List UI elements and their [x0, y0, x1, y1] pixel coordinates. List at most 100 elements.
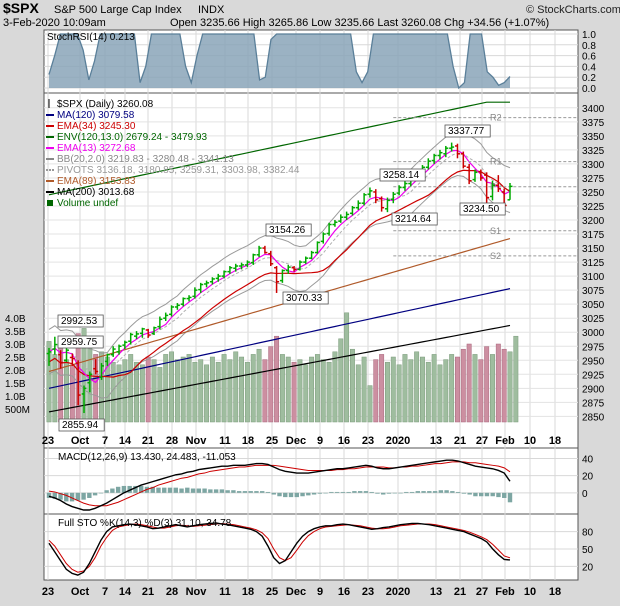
macd-histogram-bar — [271, 492, 276, 495]
macd-histogram-bar — [52, 492, 57, 499]
x-tick-label: Dec — [286, 435, 306, 447]
env-upper-line — [48, 101, 510, 196]
stochrsi-tick: 0.6 — [582, 52, 596, 63]
price-tick: 2875 — [582, 398, 605, 409]
legend-item: MA(200) 3013.68 — [57, 187, 135, 198]
pivot-label: R2 — [490, 113, 502, 123]
price-tick: 3275 — [582, 174, 605, 185]
callout-label: 3337.77 — [448, 126, 485, 137]
x-tick-label: 21 — [454, 586, 466, 598]
volume-tick: 3.0B — [5, 340, 26, 351]
macd-histogram-bar — [236, 491, 242, 493]
volume-bar — [326, 361, 332, 423]
price-tick: 3350 — [582, 132, 605, 143]
volume-bar — [279, 354, 285, 423]
x-tick-label: 7 — [102, 435, 108, 447]
volume-bar — [320, 359, 326, 423]
price-callouts: 2992.53 2959.75 2855.94 3070.33 3154.26 3258.… — [57, 124, 506, 432]
price-tick: 2925 — [582, 370, 605, 381]
ma120-line — [48, 288, 511, 389]
macd-histogram-bar — [329, 491, 334, 493]
price-tick: 3375 — [582, 118, 605, 129]
macd-histogram-bar — [81, 492, 86, 500]
volume-bar — [209, 356, 215, 423]
x-tick-label: 14 — [119, 435, 132, 447]
sto-tick: 20 — [582, 562, 594, 573]
macd-histogram-bar — [496, 492, 501, 498]
pivot-label: R1 — [490, 157, 502, 167]
volume-tick: 500M — [5, 405, 30, 416]
sto-d-line — [48, 522, 511, 573]
macd-histogram-bar — [190, 488, 196, 493]
macd-histogram-bar — [283, 492, 288, 498]
volume-bar — [69, 364, 75, 423]
price-overlays: R2R1PS1S2 — [48, 101, 578, 413]
volume-tick: 2.5B — [5, 353, 26, 364]
macd-histogram-bar — [484, 492, 490, 497]
sto-label: Full STO %K(14,3) %D(3) 31.10, 34.78 — [58, 518, 232, 529]
x-tick-label: 25 — [266, 586, 278, 598]
x-tick-label: Feb — [495, 435, 515, 447]
price-tick: 3225 — [582, 202, 605, 213]
volume-bar — [227, 359, 233, 423]
macd-histogram-bar — [317, 492, 323, 494]
callout-label: 3154.26 — [269, 225, 306, 236]
callout-label: 3070.33 — [286, 293, 323, 304]
quote-values: Open 3235.66 High 3265.86 Low 3235.66 La… — [170, 17, 549, 29]
macd-histogram-bar — [288, 492, 294, 498]
macd-histogram-bar — [167, 487, 173, 493]
macd-histogram-bar — [248, 491, 253, 493]
macd-histogram-bar — [254, 491, 259, 493]
volume-bar — [99, 351, 104, 423]
volume-bar — [163, 354, 169, 423]
volume-bar — [490, 354, 495, 423]
volume-bar — [355, 364, 361, 423]
macd-histogram-bar — [231, 490, 236, 493]
price-tick: 3025 — [582, 314, 605, 325]
volume-bar — [128, 354, 134, 423]
macd-histogram-bar — [150, 486, 155, 493]
callout-box — [444, 124, 491, 138]
volume-bar — [385, 361, 390, 423]
macd-tick: 0 — [582, 489, 588, 500]
quote-datetime: 3-Feb-2020 10:09am — [3, 17, 106, 29]
legend-item: PIVOTS 3136.18, 3180.85, 3259.31, 3303.9… — [57, 165, 300, 176]
volume-bar — [314, 354, 320, 423]
callout-box — [57, 314, 104, 328]
x-tick-label: 25 — [266, 435, 278, 447]
macd-histogram-bar — [346, 491, 351, 493]
volume-tick: 1.0B — [5, 392, 26, 403]
volume-bar — [513, 335, 519, 423]
macd-histogram-bar — [202, 488, 207, 493]
volume-bar — [361, 356, 367, 423]
volume-bar — [180, 356, 186, 423]
volume-bar — [256, 348, 262, 423]
callout-label: 2992.53 — [61, 316, 98, 327]
x-tick-label: Oct — [71, 586, 90, 598]
macd-histogram-bar — [213, 489, 219, 493]
ema13-line — [48, 149, 511, 384]
ma200-line — [48, 324, 511, 413]
x-tick-label: 7 — [102, 586, 108, 598]
volume-bar — [303, 364, 309, 423]
volume-tick: 2.0B — [5, 366, 26, 377]
macd-histogram-bar — [208, 489, 213, 493]
macd-histogram-bar — [225, 490, 230, 493]
volume-bar — [244, 361, 250, 423]
stochrsi-tick: 0.4 — [582, 62, 596, 73]
macd-histogram-bar — [121, 485, 127, 493]
macd-signal-line — [48, 461, 511, 507]
price-tick: 3075 — [582, 286, 605, 297]
macd-histogram-bar — [219, 489, 225, 493]
price-tick: 3125 — [582, 258, 605, 269]
x-tick-label: 23 — [362, 435, 374, 447]
volume-bar — [332, 351, 338, 423]
price-tick: 3175 — [582, 230, 605, 241]
volume-bar — [204, 364, 210, 423]
volume-bar — [221, 354, 227, 423]
volume-bar — [151, 359, 157, 423]
price-tick: 3400 — [582, 104, 605, 115]
macd-histogram-bar — [185, 487, 190, 493]
pivot-label: S2 — [490, 251, 501, 261]
price-tick: 2975 — [582, 342, 605, 353]
